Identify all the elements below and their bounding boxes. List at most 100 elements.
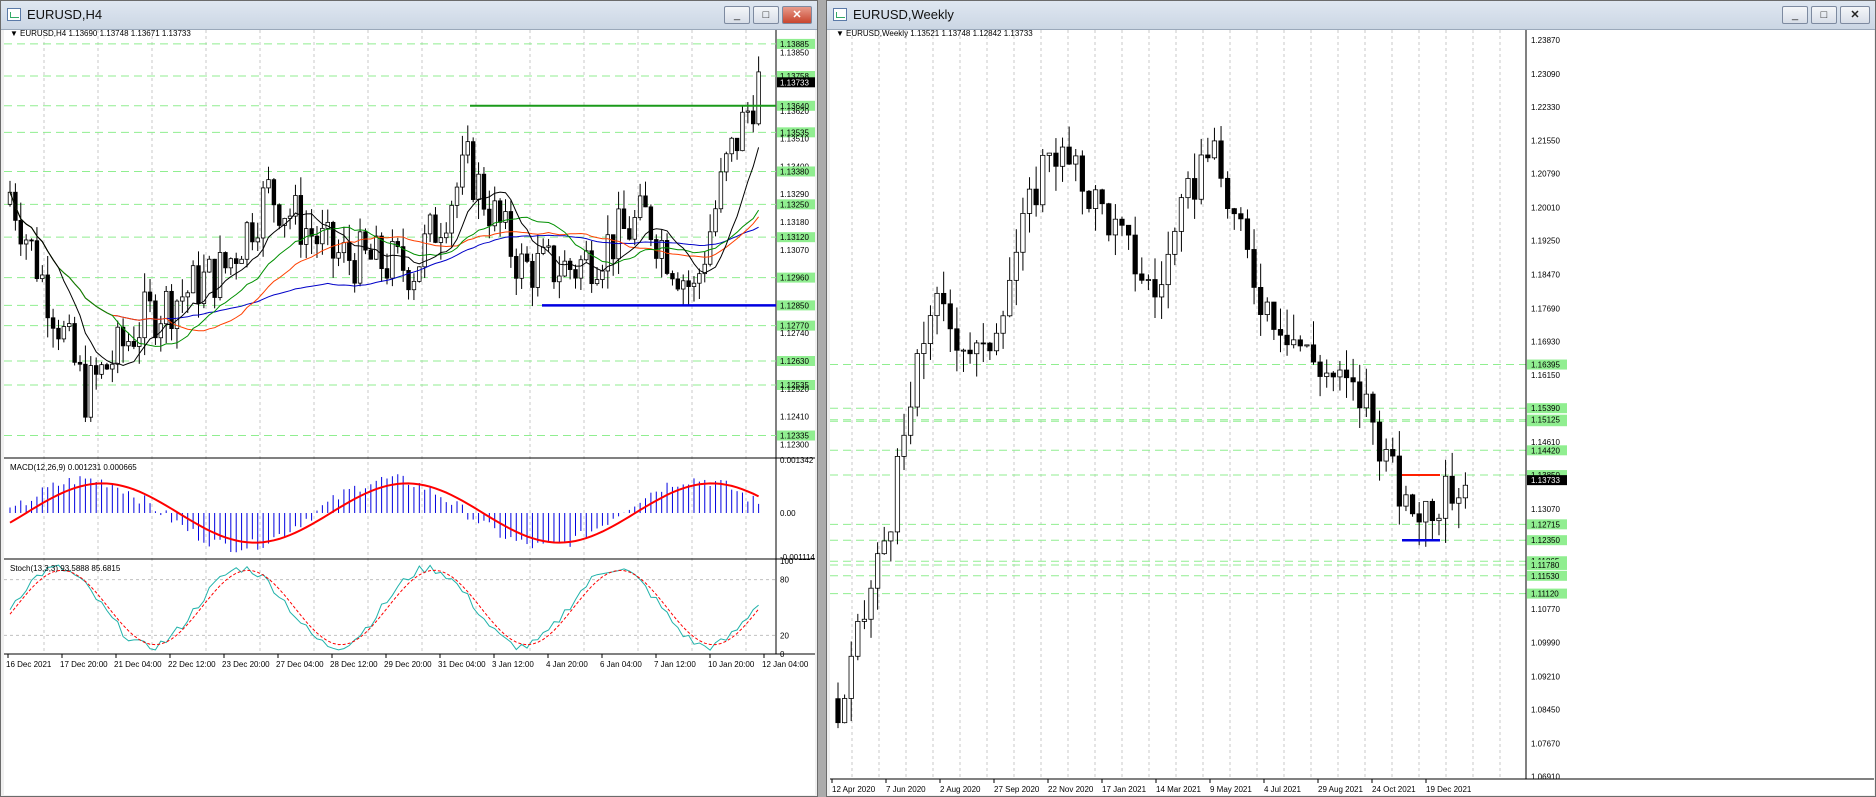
stoch-label: 100	[780, 557, 794, 566]
price-label-bg	[1527, 403, 1567, 414]
candle-body	[1218, 140, 1224, 179]
candle-body	[848, 655, 854, 699]
price-label-bg	[777, 100, 815, 111]
candle-body	[88, 365, 93, 418]
candle-body	[487, 208, 492, 227]
price-label-bg	[777, 77, 815, 88]
candle-body	[115, 326, 120, 365]
candle-body	[384, 268, 390, 279]
candle-body	[244, 222, 250, 260]
time-label: 29 Dec 20:00	[384, 660, 432, 669]
candle-body	[868, 587, 874, 620]
candle-body	[589, 250, 594, 285]
candle-body	[1225, 177, 1231, 210]
price-label: 1.22330	[1531, 103, 1560, 112]
price-label-bg	[777, 379, 815, 390]
candle-body	[1462, 484, 1468, 499]
candle-body	[578, 259, 584, 279]
price-label-bg	[1527, 535, 1567, 546]
maximize-button[interactable]: □	[1811, 6, 1837, 24]
candle-body	[110, 363, 115, 370]
price-label: 1.23870	[1531, 36, 1560, 45]
price-label-bg	[1527, 445, 1567, 456]
price-label-bg	[777, 38, 815, 49]
price-label-bg	[777, 430, 815, 441]
candle-body	[1073, 155, 1079, 165]
minimize-button[interactable]: _	[724, 6, 750, 24]
candle-body	[980, 342, 986, 345]
candle-body	[460, 154, 465, 188]
price-label: 1.12715	[1531, 520, 1560, 529]
window-title: EURUSD,H4	[27, 7, 103, 22]
candle-body	[514, 256, 519, 279]
price-label: 1.13733	[780, 78, 809, 87]
time-label: 27 Sep 2020	[994, 785, 1040, 794]
candle-body	[855, 621, 861, 657]
weekly-chart-canvas[interactable]: 1.23870 1.23090 1.22330 1.21550 1.20790 1.200…	[830, 30, 1874, 795]
macd-label: 0.001342	[780, 456, 814, 465]
price-label: 1.13120	[780, 233, 809, 242]
candle-body	[881, 540, 887, 555]
candle-body	[1442, 475, 1449, 519]
candle-body	[1436, 517, 1442, 522]
candle-body	[567, 260, 573, 270]
candle-body	[411, 280, 417, 291]
candle-body	[45, 274, 50, 319]
candle-body	[158, 323, 163, 339]
candle-body	[686, 280, 691, 287]
candle-body	[954, 328, 960, 351]
candle-body	[67, 323, 72, 327]
candle-body	[363, 231, 368, 251]
candle-body	[444, 232, 449, 239]
price-label: 1.11120	[1531, 590, 1559, 599]
candle-body	[1376, 421, 1383, 462]
price-label-bg	[1527, 359, 1567, 370]
title-bar[interactable]: EURUSD,Weekly _ □ ✕	[827, 1, 1875, 30]
stoch-header: Stoch(13,3,3) 93.5888 85.6815	[10, 564, 121, 573]
price-label: 1.08450	[1531, 706, 1560, 715]
candle-body	[637, 195, 643, 218]
time-label: 4 Jul 2021	[1264, 785, 1301, 794]
candle-body	[1403, 494, 1409, 507]
time-label: 28 Dec 12:00	[330, 660, 378, 669]
time-label: 7 Jun 2020	[886, 785, 926, 794]
price-label: 1.16395	[1531, 361, 1560, 370]
close-button[interactable]: ✕	[1840, 6, 1870, 24]
candle-body	[1271, 301, 1277, 330]
candle-body	[675, 278, 681, 290]
time-label: 9 May 2021	[1210, 785, 1252, 794]
candle-body	[670, 273, 675, 280]
candle-body	[616, 208, 621, 260]
price-label-bg	[777, 320, 815, 331]
maximize-button[interactable]: □	[753, 6, 779, 24]
candle-body	[927, 315, 934, 344]
candle-body	[422, 233, 427, 268]
candle-body	[104, 364, 110, 370]
candle-body	[190, 265, 196, 294]
candle-body	[894, 456, 901, 533]
price-label: 1.12850	[780, 301, 809, 310]
candle-body	[465, 141, 470, 156]
candle-body	[987, 342, 993, 352]
candle-body	[476, 173, 481, 200]
price-label: 1.11530	[1531, 572, 1560, 581]
stoch-main-line	[9, 564, 759, 651]
title-bar[interactable]: EURUSD,H4 _ □ ✕	[1, 1, 817, 30]
price-label: 1.13758	[780, 72, 809, 81]
price-label: 1.13070	[780, 246, 809, 255]
close-button[interactable]: ✕	[782, 6, 812, 24]
minimize-button[interactable]: _	[1782, 6, 1808, 24]
candle-body	[497, 200, 503, 223]
price-label: 1.23090	[1531, 70, 1560, 79]
time-label: 31 Dec 04:00	[438, 660, 486, 669]
candle-body	[503, 211, 508, 223]
candle-body	[298, 195, 304, 245]
candle-body	[1086, 190, 1092, 209]
price-label: 1.12410	[780, 413, 809, 422]
candle-body	[901, 434, 907, 457]
candle-body	[56, 327, 61, 340]
h4-chart-window: EURUSD,H4 _ □ ✕ 1.13885 1.13850 1.13758 1.1…	[0, 0, 818, 797]
candle-body	[1198, 154, 1204, 200]
candle-body	[524, 253, 530, 262]
